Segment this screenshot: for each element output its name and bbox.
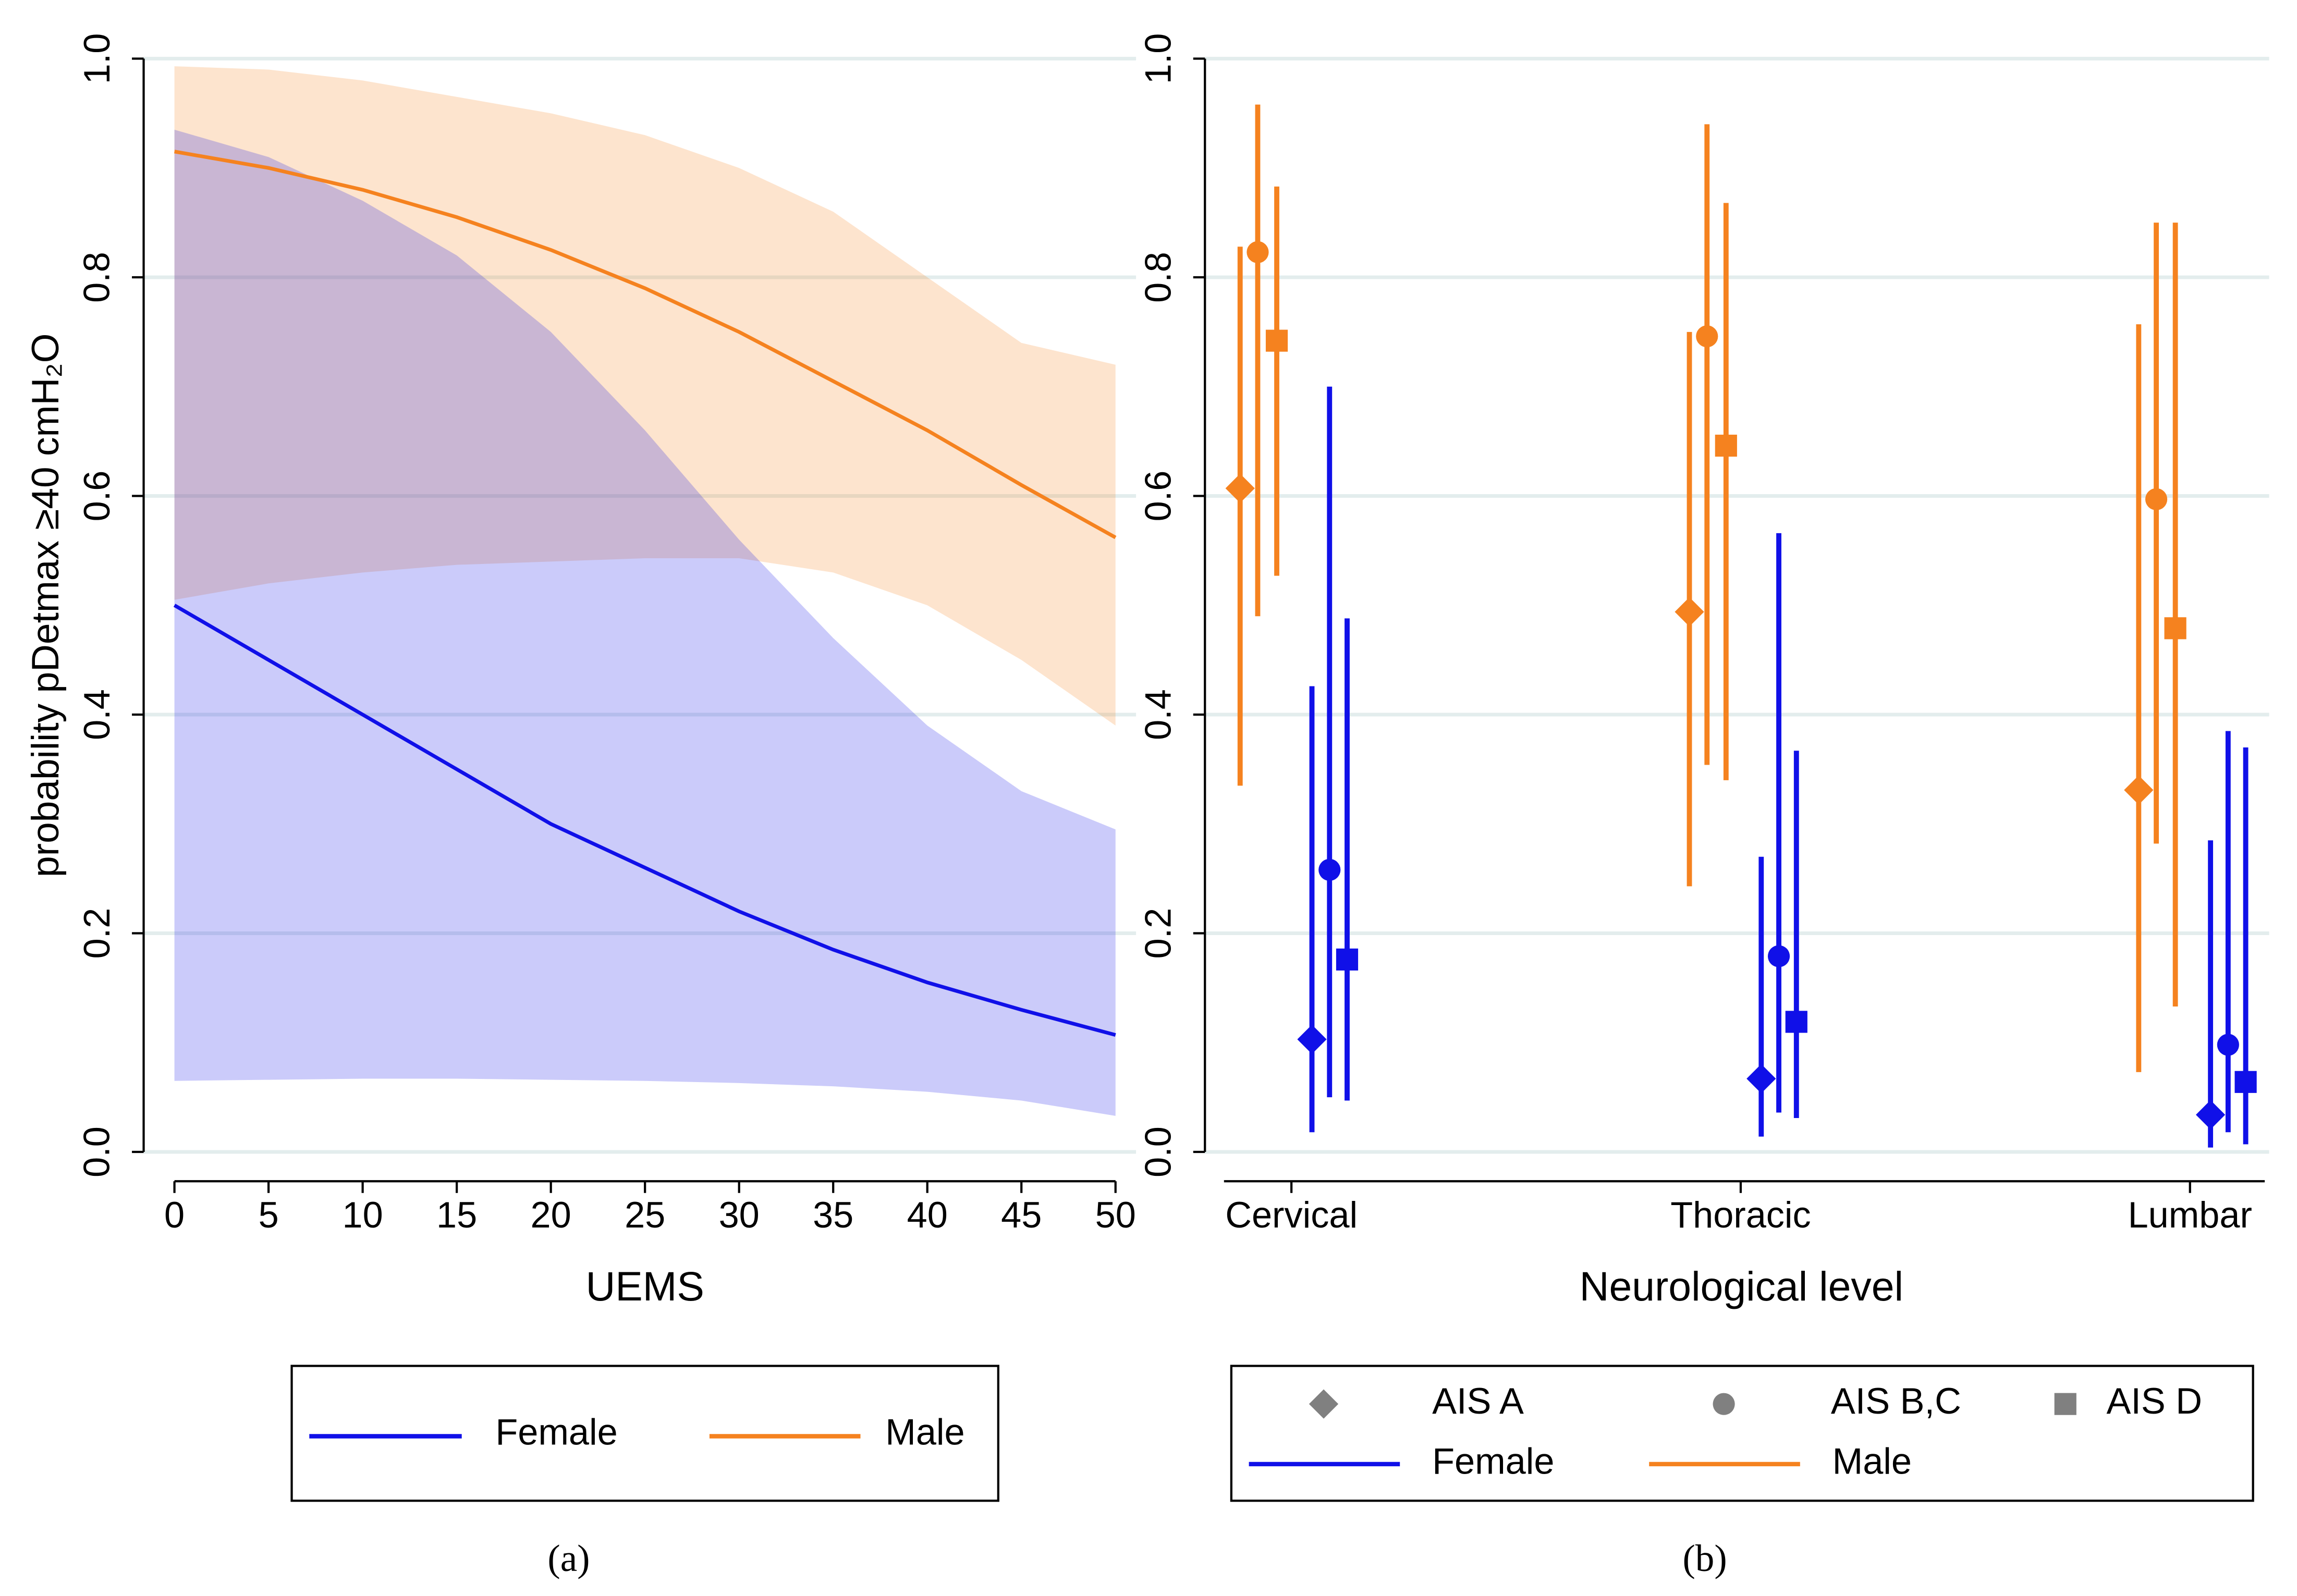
x-tick-label: 50	[1095, 1194, 1136, 1235]
y-axis-title: probability pDetmax ≥40 cmH₂O	[25, 334, 67, 877]
legend-marker	[2054, 1393, 2076, 1415]
legend-label: Male	[885, 1411, 964, 1452]
marker	[1785, 1011, 1807, 1033]
marker	[1318, 858, 1341, 881]
confidence-band	[174, 129, 1116, 1116]
x-axis-title: UEMS	[585, 1263, 704, 1309]
caption: (b)	[1682, 1537, 1727, 1579]
confidence-band	[174, 66, 1116, 726]
x-tick-label: 20	[531, 1194, 571, 1235]
x-tick-label: 10	[343, 1194, 383, 1235]
x-tick-label: 45	[1001, 1194, 1042, 1235]
x-tick-label: Cervical	[1225, 1194, 1358, 1235]
marker	[1297, 1024, 1327, 1054]
y-tick-label: 0.6	[76, 471, 117, 522]
x-tick-label: 30	[719, 1194, 760, 1235]
legend-label: Female	[1432, 1440, 1554, 1481]
y-tick-label: 0.4	[1137, 689, 1178, 740]
x-tick-label: 25	[625, 1194, 665, 1235]
marker	[2164, 617, 2186, 640]
legend-label: Male	[1832, 1440, 1912, 1481]
marker	[2195, 1100, 2226, 1130]
y-tick-label: 0.2	[1137, 908, 1178, 959]
x-axis-title: Neurological level	[1580, 1263, 1903, 1309]
marker	[2234, 1071, 2257, 1093]
marker	[2145, 488, 2168, 510]
marker	[1767, 945, 1790, 967]
legend-label: AIS D	[2106, 1380, 2202, 1421]
x-tick-label: Thoracic	[1670, 1194, 1811, 1235]
line	[174, 150, 1117, 539]
marker	[1225, 473, 1255, 503]
marker	[1696, 325, 1718, 348]
y-tick-label: 1.0	[76, 33, 117, 84]
caption: (a)	[547, 1537, 590, 1579]
marker	[1265, 329, 1288, 352]
line	[173, 604, 1116, 1037]
legend-box	[1230, 1365, 2254, 1502]
y-tick-label: 1.0	[1137, 33, 1178, 84]
x-tick-label: 40	[907, 1194, 948, 1235]
x-tick-label: 35	[813, 1194, 853, 1235]
marker	[1715, 434, 1737, 457]
marker	[1336, 948, 1359, 971]
x-tick-label: 15	[436, 1194, 477, 1235]
y-tick-label: 0.2	[76, 908, 117, 959]
legend-label: AIS A	[1432, 1380, 1524, 1421]
y-tick-label: 0.6	[1137, 471, 1178, 522]
y-tick-label: 0.4	[76, 689, 117, 740]
legend-label: AIS B,C	[1831, 1380, 1961, 1421]
legend-box	[290, 1365, 999, 1502]
y-tick-label: 0.0	[1137, 1126, 1178, 1177]
y-tick-label: 0.8	[1137, 252, 1178, 303]
x-tick-label: 5	[259, 1194, 279, 1235]
x-tick-label: 0	[164, 1194, 185, 1235]
marker	[1247, 241, 1269, 263]
legend-marker	[1713, 1393, 1735, 1415]
x-tick-label: Lumbar	[2128, 1194, 2252, 1235]
y-tick-label: 0.8	[76, 252, 117, 303]
marker	[2217, 1034, 2239, 1056]
y-tick-label: 0.0	[76, 1126, 117, 1177]
legend-label: Female	[495, 1411, 617, 1452]
